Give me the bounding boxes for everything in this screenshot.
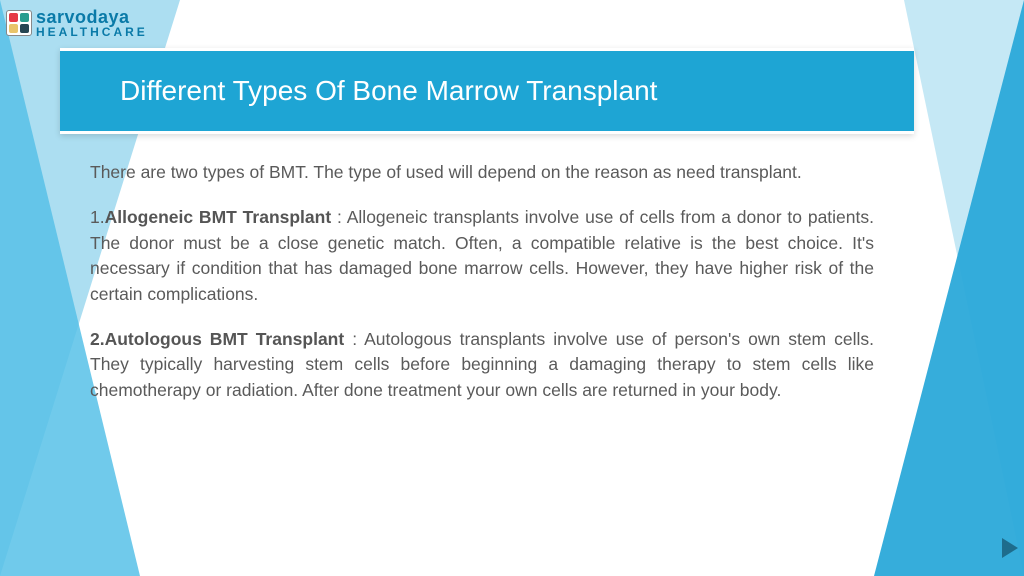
title-bar: Different Types Of Bone Marrow Transplan… (60, 48, 914, 134)
brand-name: sarvodaya (36, 8, 148, 26)
item-1-sep: : (331, 207, 347, 227)
item-1: 1.Allogeneic BMT Transplant : Allogeneic… (90, 205, 874, 307)
item-2-sep: : (344, 329, 364, 349)
slide-content: There are two types of BMT. The type of … (90, 160, 874, 423)
intro-paragraph: There are two types of BMT. The type of … (90, 160, 874, 185)
item-2-heading: Autologous BMT Transplant (105, 329, 345, 349)
item-2-bullet: 2. (90, 329, 105, 349)
brand-icon (6, 10, 32, 36)
item-2: 2.Autologous BMT Transplant : Autologous… (90, 327, 874, 403)
slide-title: Different Types Of Bone Marrow Transplan… (120, 75, 657, 107)
item-1-bullet: 1. (90, 207, 105, 227)
brand-text: sarvodaya HEALTHCARE (36, 8, 148, 38)
next-arrow-icon[interactable] (1002, 538, 1018, 558)
item-1-heading: Allogeneic BMT Transplant (105, 207, 332, 227)
brand-logo: sarvodaya HEALTHCARE (6, 8, 148, 38)
brand-subtitle: HEALTHCARE (36, 26, 148, 38)
